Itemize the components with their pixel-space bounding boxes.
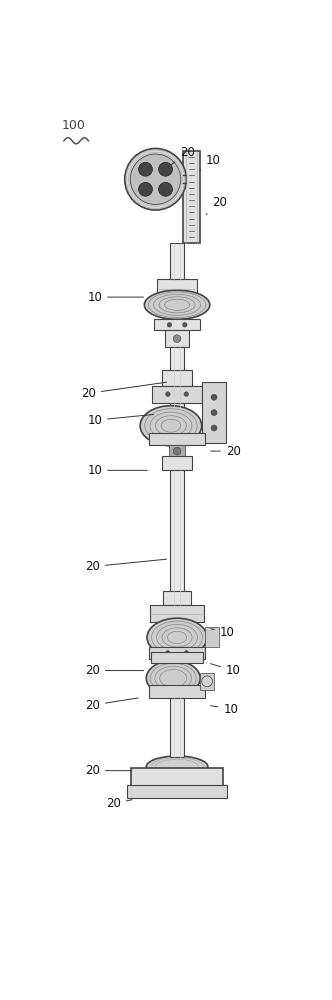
Bar bbox=[154, 319, 200, 330]
Text: 10: 10 bbox=[87, 414, 153, 427]
Text: 10: 10 bbox=[200, 154, 221, 170]
Text: 20: 20 bbox=[106, 797, 132, 810]
Bar bbox=[165, 330, 189, 347]
Bar bbox=[169, 445, 185, 456]
Circle shape bbox=[173, 335, 181, 343]
Ellipse shape bbox=[144, 290, 210, 319]
Bar bbox=[149, 433, 205, 445]
Bar bbox=[149, 685, 205, 698]
Circle shape bbox=[211, 410, 217, 416]
Text: 20: 20 bbox=[85, 698, 138, 712]
Bar bbox=[150, 605, 204, 622]
Text: 10: 10 bbox=[87, 291, 143, 304]
Text: 100: 100 bbox=[61, 119, 85, 132]
Text: 10: 10 bbox=[210, 664, 241, 677]
Bar bbox=[170, 347, 184, 413]
Circle shape bbox=[184, 392, 189, 396]
Bar bbox=[183, 151, 200, 243]
Bar bbox=[152, 386, 203, 403]
Bar bbox=[165, 659, 189, 674]
Circle shape bbox=[159, 162, 172, 176]
Bar bbox=[131, 768, 223, 786]
Text: 20: 20 bbox=[172, 146, 195, 164]
Circle shape bbox=[166, 392, 170, 396]
Circle shape bbox=[211, 425, 217, 431]
Bar bbox=[162, 370, 192, 386]
Text: 20: 20 bbox=[81, 382, 167, 400]
Circle shape bbox=[184, 651, 189, 655]
Circle shape bbox=[159, 182, 172, 196]
Bar bbox=[200, 673, 214, 690]
Ellipse shape bbox=[147, 618, 207, 657]
Bar bbox=[170, 243, 184, 279]
Circle shape bbox=[130, 154, 181, 205]
Circle shape bbox=[183, 323, 187, 327]
Circle shape bbox=[172, 662, 182, 671]
Circle shape bbox=[173, 447, 181, 455]
Circle shape bbox=[211, 394, 217, 400]
Circle shape bbox=[166, 651, 170, 655]
Text: 20: 20 bbox=[85, 764, 132, 777]
Bar bbox=[162, 456, 193, 470]
Bar bbox=[157, 279, 197, 293]
Ellipse shape bbox=[146, 756, 208, 778]
Circle shape bbox=[125, 148, 186, 210]
Ellipse shape bbox=[146, 661, 200, 696]
Text: 20: 20 bbox=[85, 559, 167, 573]
Text: 20: 20 bbox=[85, 664, 143, 677]
Text: 20: 20 bbox=[211, 445, 241, 458]
Bar bbox=[149, 647, 205, 659]
Circle shape bbox=[202, 676, 212, 687]
Text: 10: 10 bbox=[210, 703, 238, 716]
Text: 20: 20 bbox=[206, 196, 227, 214]
Text: 10: 10 bbox=[210, 626, 235, 639]
Bar bbox=[170, 470, 184, 605]
Circle shape bbox=[138, 162, 152, 176]
Bar bbox=[127, 785, 227, 798]
Bar bbox=[170, 698, 184, 757]
Bar bbox=[163, 591, 191, 605]
Ellipse shape bbox=[140, 406, 202, 446]
Bar bbox=[205, 627, 219, 647]
Circle shape bbox=[167, 323, 172, 327]
Circle shape bbox=[138, 182, 152, 196]
Bar bbox=[202, 382, 226, 443]
Text: 10: 10 bbox=[87, 464, 147, 477]
Bar bbox=[151, 652, 203, 663]
